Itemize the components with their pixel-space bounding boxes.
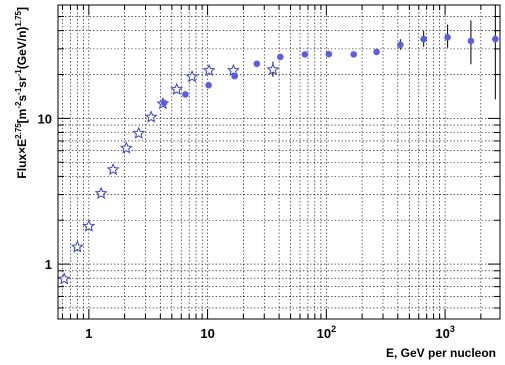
data-point-star [144, 110, 158, 123]
axis-ticks [58, 5, 500, 319]
data-point-star [185, 69, 199, 83]
y-tick-labels: 1 10 [38, 111, 52, 272]
y-axis-title-sup: -1 [14, 69, 23, 77]
y-axis-title-sup: -2 [14, 101, 23, 109]
data-point-star [266, 62, 280, 76]
x-axis-title: E, GeV per nucleon [386, 346, 496, 360]
x-tick-label: 1 [85, 326, 92, 341]
data-point-circle [397, 41, 404, 49]
data-point-circle [205, 81, 212, 89]
data-points [57, 5, 499, 285]
y-axis-title-part: ] [15, 7, 29, 11]
y-axis-title: Flux×E2.75[m-2s-1sr-1(GeV/n)1.75] [14, 7, 29, 179]
y-tick-label: 10 [38, 111, 52, 126]
data-point-circle [420, 35, 427, 43]
data-point-circle [373, 48, 380, 56]
data-point-circle [467, 37, 475, 45]
data-point-star [226, 63, 240, 77]
grid [58, 5, 500, 319]
y-axis-title-part: Flux×E [15, 139, 29, 179]
data-point-circle [301, 51, 309, 58]
data-point-circle [160, 99, 168, 107]
data-point-star [106, 162, 120, 176]
y-axis-title-part: [m [15, 109, 29, 124]
data-point-star [202, 63, 216, 77]
data-point-circle [325, 50, 333, 58]
data-point-circle [182, 91, 189, 98]
data-point-circle [492, 35, 499, 43]
y-axis-title-sup: -1 [14, 87, 23, 95]
y-axis-title-part: (GeV/n) [15, 27, 29, 70]
y-axis-title-part: s [15, 95, 29, 102]
x-tick-label: 102 [317, 324, 336, 341]
data-point-star [57, 272, 71, 285]
data-point-circle [350, 51, 358, 58]
data-point-star [170, 82, 184, 95]
data-point-circle [444, 34, 451, 41]
data-point-star [94, 186, 108, 200]
data-point-circle [253, 60, 261, 68]
y-axis-title-part: sr [15, 76, 29, 88]
data-point-circle [231, 72, 238, 80]
data-point-star [119, 141, 133, 154]
data-point-star [132, 126, 146, 139]
data-point-star [70, 240, 84, 253]
y-tick-label: 1 [45, 257, 52, 272]
data-point-circle [277, 53, 284, 61]
x-tick-label: 103 [435, 324, 454, 341]
y-axis-title-sup: 1.75 [14, 10, 23, 26]
data-point-star [82, 219, 96, 232]
y-axis-title-sup: 2.75 [14, 123, 23, 139]
x-tick-labels: 1 10 102 103 [85, 324, 455, 341]
x-tick-label: 10 [200, 326, 214, 341]
